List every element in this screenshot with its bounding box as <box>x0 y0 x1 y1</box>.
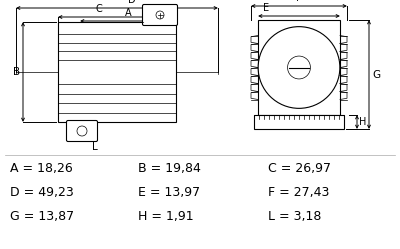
Text: L = 3,18: L = 3,18 <box>268 209 321 223</box>
Text: C = 26,97: C = 26,97 <box>268 162 331 175</box>
Text: H: H <box>359 117 366 127</box>
Text: F: F <box>296 0 302 3</box>
Text: B: B <box>13 67 20 77</box>
Circle shape <box>156 11 164 19</box>
Bar <box>254 115 344 129</box>
Text: L: L <box>92 142 98 152</box>
Text: E = 13,97: E = 13,97 <box>138 186 200 198</box>
Text: F = 27,43: F = 27,43 <box>268 186 329 198</box>
Text: E: E <box>263 3 269 13</box>
Text: H = 1,91: H = 1,91 <box>138 209 194 223</box>
Text: D: D <box>128 0 136 5</box>
Text: G = 13,87: G = 13,87 <box>10 209 74 223</box>
Text: C: C <box>96 4 103 14</box>
Text: D = 49,23: D = 49,23 <box>10 186 74 198</box>
Circle shape <box>258 27 340 108</box>
Text: G: G <box>372 69 380 79</box>
Text: A = 18,26: A = 18,26 <box>10 162 73 175</box>
Text: B = 19,84: B = 19,84 <box>138 162 201 175</box>
Circle shape <box>288 56 310 79</box>
Circle shape <box>77 126 87 136</box>
FancyBboxPatch shape <box>66 121 98 141</box>
FancyBboxPatch shape <box>142 4 178 25</box>
Text: A: A <box>125 8 131 18</box>
Bar <box>258 20 340 115</box>
Bar <box>58 22 176 122</box>
